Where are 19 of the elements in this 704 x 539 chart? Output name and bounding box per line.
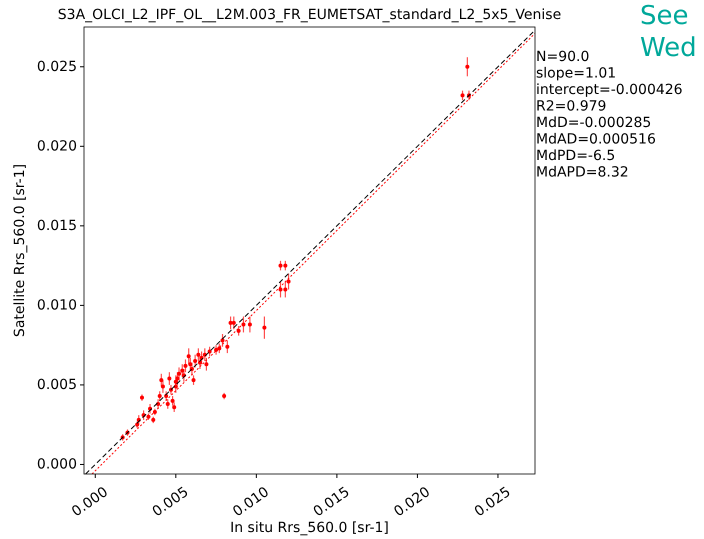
y-tick-label: 0.020 (36, 138, 77, 154)
text: MdPD=-6.5 (536, 148, 616, 164)
y-tick-label: 0.025 (36, 58, 77, 75)
text: slope=1.01 (536, 66, 616, 82)
text: MdAPD=8.32 (536, 164, 629, 180)
text: N=90.0 (536, 49, 590, 65)
y-tick-label: 0.015 (36, 218, 77, 234)
y-tick-label: 0.005 (36, 376, 77, 393)
y-tick-label: 0.010 (36, 297, 77, 314)
text: Wed (640, 33, 697, 63)
text: MdAD=0.000516 (536, 132, 656, 148)
text: R2=0.979 (536, 98, 606, 114)
chart-title: S3A_OLCI_L2_IPF_OL__L2M.003_FR_EUMETSAT_standard_L2_5x5_Venise (58, 7, 562, 23)
text: intercept=-0.000426 (536, 82, 683, 98)
y-tick-label: 0.000 (36, 456, 77, 472)
y-axis-title: Satellite Rrs_560.0 [sr-1] (12, 164, 28, 338)
text: See (640, 1, 688, 31)
x-axis-title: In situ Rrs_560.0 [sr-1] (230, 520, 389, 536)
text: MdD=-0.000285 (536, 115, 652, 131)
